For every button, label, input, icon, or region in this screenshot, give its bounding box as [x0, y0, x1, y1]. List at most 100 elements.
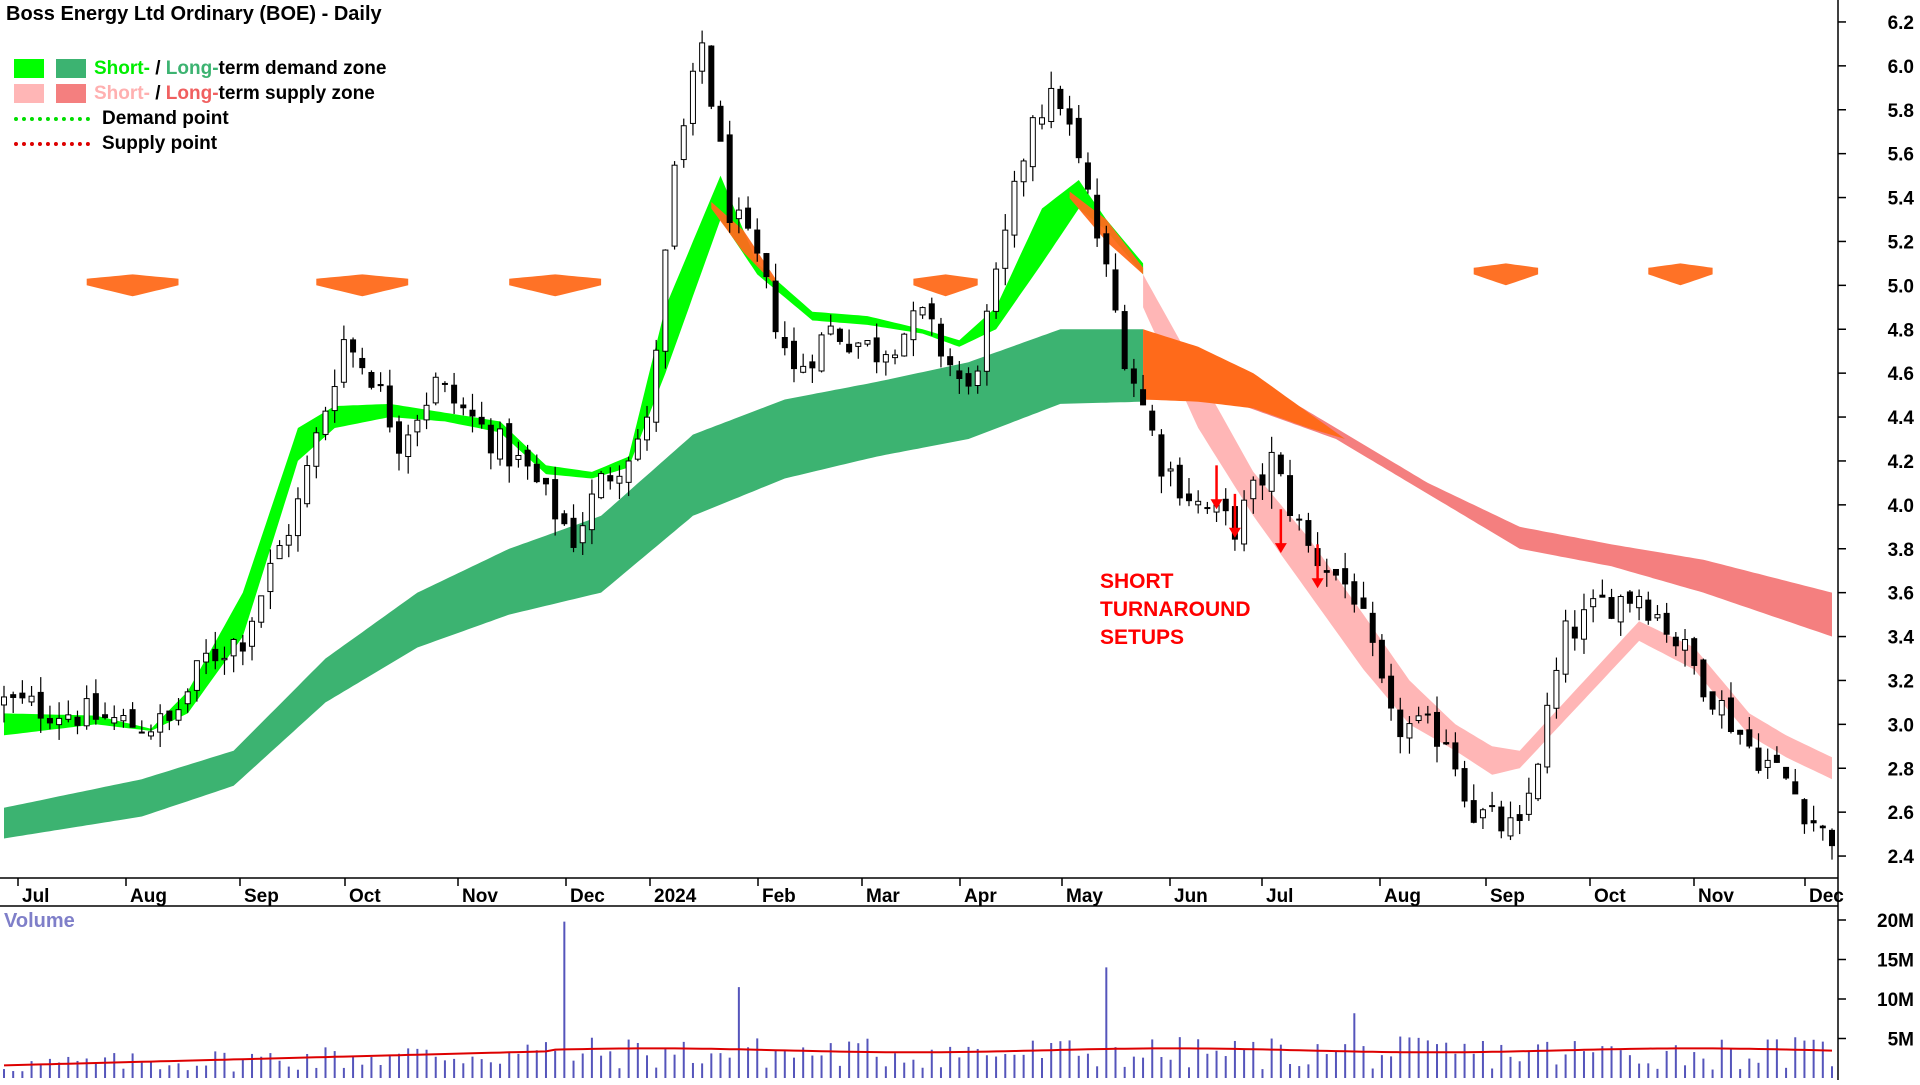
- candle-body: [350, 339, 357, 353]
- price-tick-label: 6.0: [1888, 57, 1914, 78]
- candle-body: [120, 715, 127, 722]
- candle-body: [1479, 809, 1486, 819]
- candle-body: [974, 370, 981, 387]
- zone-transition-7: [1648, 263, 1713, 286]
- candle-body: [1626, 591, 1633, 604]
- candle-body: [423, 404, 430, 421]
- candle-body: [212, 648, 219, 662]
- candle-body: [10, 694, 17, 698]
- candle-body: [809, 361, 816, 369]
- candle-body: [368, 371, 375, 388]
- candle-body: [74, 716, 81, 726]
- candle-body: [1020, 160, 1027, 183]
- candle-body: [671, 164, 678, 247]
- candle-body: [653, 349, 660, 423]
- legend-separator: /: [149, 83, 166, 104]
- candle-body: [19, 692, 26, 699]
- candle-body: [1645, 599, 1652, 621]
- price-tick-label: 3.6: [1888, 584, 1914, 605]
- candle-body: [138, 731, 145, 734]
- candle-body: [873, 337, 880, 363]
- legend-demand-point-text: Demand point: [102, 108, 229, 129]
- zone-transition-2: [509, 274, 602, 297]
- candle-body: [1130, 368, 1137, 384]
- candle-body: [166, 710, 173, 721]
- candle-body: [1608, 597, 1615, 619]
- candle-body: [83, 698, 90, 727]
- candle-body: [56, 717, 63, 726]
- candle-body: [956, 370, 963, 379]
- short-demand-swatch: [14, 59, 44, 78]
- date-tick-label: Oct: [349, 886, 381, 907]
- zone-transition-4: [913, 274, 978, 297]
- candle-body: [1158, 434, 1165, 477]
- candle-body: [1287, 475, 1294, 517]
- candle-body: [451, 384, 458, 404]
- candle-body: [28, 695, 35, 703]
- legend-demand-text: term demand zone: [218, 58, 387, 79]
- candle-body: [1553, 669, 1560, 709]
- price-tick-label: 4.6: [1888, 364, 1914, 385]
- candle-body: [1149, 410, 1156, 431]
- candle-body: [790, 340, 797, 370]
- candle-body: [607, 475, 614, 482]
- candle-body: [552, 479, 559, 520]
- candle-body: [717, 105, 724, 142]
- candle-body: [625, 460, 632, 483]
- candle-body: [1342, 568, 1349, 585]
- candle-body: [460, 404, 467, 409]
- legend-separator: /: [149, 58, 166, 79]
- chart-title: Boss Energy Ltd Ordinary (BOE) - Daily: [6, 3, 382, 25]
- date-tick-label: Oct: [1594, 886, 1626, 907]
- candle-body: [340, 339, 347, 383]
- date-tick-label: Aug: [130, 886, 167, 907]
- candle-body: [1195, 500, 1202, 506]
- candle-body: [1562, 620, 1569, 675]
- price-tick-label: 5.2: [1888, 232, 1914, 253]
- candle-body: [644, 416, 651, 441]
- candle-body: [1084, 162, 1091, 190]
- price-tick-label: 5.0: [1888, 276, 1914, 297]
- candle-body: [285, 534, 292, 546]
- candle-body: [441, 382, 448, 385]
- candle-body: [1185, 493, 1192, 502]
- date-tick-label: Sep: [1490, 886, 1525, 907]
- volume-tick-label: 15M: [1877, 951, 1914, 972]
- date-tick-label: Jul: [22, 886, 49, 907]
- legend-long-word: Long-: [165, 83, 219, 104]
- date-tick-label: Feb: [762, 886, 796, 907]
- date-tick-label: Nov: [1698, 886, 1734, 907]
- price-tick-label: 5.6: [1888, 145, 1914, 166]
- candle-body: [1204, 507, 1211, 510]
- candle-body: [772, 280, 779, 333]
- candle-body: [689, 70, 696, 124]
- candle-body: [147, 731, 154, 737]
- price-tick-label: 6.2: [1888, 13, 1914, 34]
- candle-body: [1489, 805, 1496, 808]
- candle-body: [827, 325, 834, 335]
- candle-body: [258, 595, 265, 623]
- supply-point-dots: [14, 141, 90, 146]
- zone-transition-6: [1473, 263, 1539, 286]
- candle-body: [1636, 595, 1643, 609]
- candle-body: [1388, 675, 1395, 709]
- candle-body: [1222, 498, 1229, 512]
- candle-body: [1829, 829, 1835, 847]
- price-tick-label: 3.0: [1888, 715, 1914, 736]
- candle-body: [1452, 742, 1459, 770]
- legend-short-word: Short-: [94, 83, 150, 104]
- candle-body: [230, 639, 237, 657]
- candle-body: [1764, 759, 1771, 768]
- candle-body: [901, 333, 908, 357]
- candle-body: [322, 410, 329, 435]
- candle-body: [1323, 570, 1330, 573]
- candle-body: [561, 513, 568, 525]
- candle-body: [1718, 700, 1725, 716]
- short-term-demand-zone: [4, 175, 1144, 736]
- candle-body: [1112, 269, 1119, 311]
- date-tick-label: May: [1066, 886, 1103, 907]
- candle-body: [800, 365, 807, 373]
- candle-body: [184, 691, 191, 705]
- price-tick-label: 4.0: [1888, 496, 1914, 517]
